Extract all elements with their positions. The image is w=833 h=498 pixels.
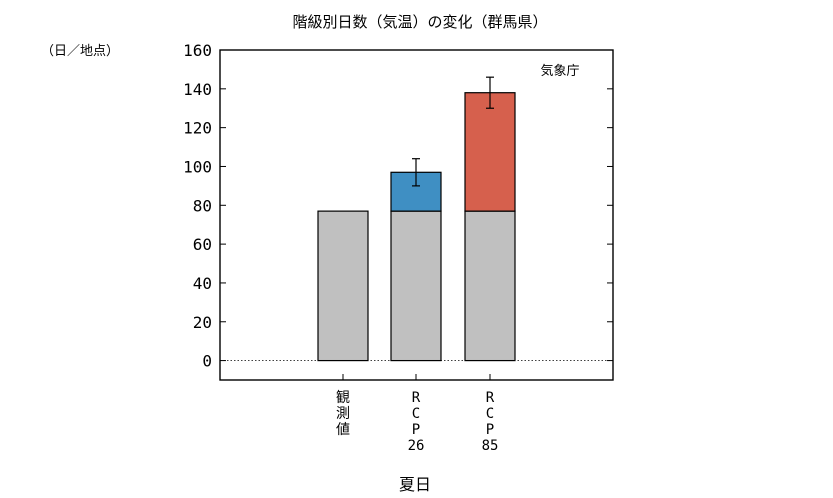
y-tick-label: 120 <box>183 119 212 138</box>
error-bars <box>412 76 494 187</box>
x-tick-label: P <box>486 422 494 438</box>
bar-increase-segment <box>464 92 516 212</box>
x-tick-label: R <box>412 390 421 406</box>
x-tick-label: P <box>412 422 420 438</box>
y-tick-label: 160 <box>183 41 212 60</box>
bar-baseline-segment <box>464 210 516 362</box>
y-tick-label: 0 <box>202 352 212 371</box>
x-tick-label: 測 <box>336 406 350 422</box>
bar-baseline-segment <box>317 210 369 362</box>
x-axis-label: 夏日 <box>399 475 431 494</box>
bars <box>317 92 516 362</box>
y-tick-label: 40 <box>193 274 212 293</box>
y-tick-label: 20 <box>193 313 212 332</box>
bar-baseline-segment <box>390 210 442 362</box>
chart-title: 階級別日数（気温）の変化（群馬県） <box>292 13 547 31</box>
y-tick-label: 60 <box>193 235 212 254</box>
source-label: 気象庁 <box>540 63 579 79</box>
y-unit-label: （日／地点） <box>41 44 119 59</box>
y-axis-ticks: 0 20 40 60 80 100 120 140 160 <box>183 41 613 371</box>
y-tick-label: 80 <box>193 196 212 215</box>
y-tick-label: 100 <box>183 157 212 176</box>
x-tick-label: 85 <box>482 438 499 454</box>
x-tick-label: 観 <box>336 389 350 406</box>
y-tick-label: 140 <box>183 80 212 99</box>
x-tick-label: 値 <box>336 422 350 438</box>
x-tick-label: C <box>412 406 420 422</box>
x-tick-label: R <box>486 390 495 406</box>
x-tick-label: 26 <box>408 438 425 454</box>
x-tick-label: C <box>486 406 494 422</box>
